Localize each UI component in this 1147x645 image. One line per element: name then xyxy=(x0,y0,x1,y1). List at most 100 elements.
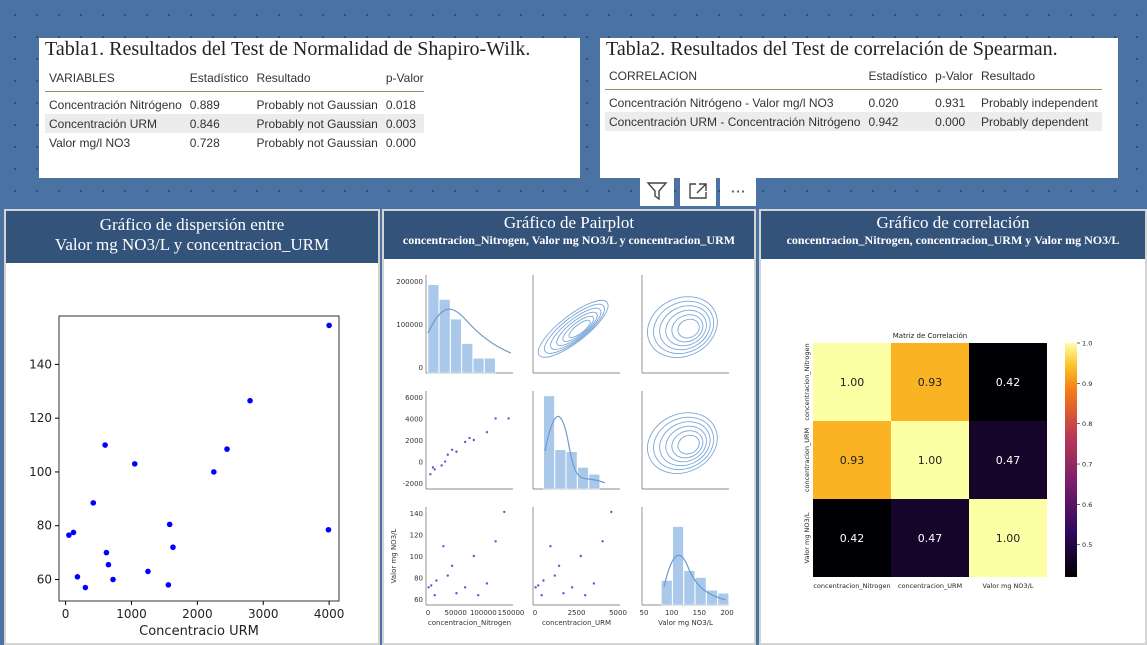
contour-line xyxy=(665,425,707,463)
data-point xyxy=(455,592,458,595)
panel-subtitle: concentracion_Nitrogen, Valor mg NO3/L y… xyxy=(402,233,736,247)
cell: Concentración URM xyxy=(45,114,186,133)
cell: Concentración URM - Concentración Nitróg… xyxy=(605,112,865,131)
colorbar-tick-label: 0.5 xyxy=(1082,541,1092,549)
col-header-resultado[interactable]: Resultado xyxy=(252,65,382,92)
contour-line xyxy=(562,315,595,342)
cell: Probably not Gaussian xyxy=(252,114,382,133)
histogram-bar xyxy=(683,570,695,606)
y-tick-label: 60 xyxy=(37,572,52,586)
x-tick-label: 50 xyxy=(640,609,649,617)
histogram-bar xyxy=(439,299,451,374)
col-header-pvalor[interactable]: p-Valor xyxy=(931,63,977,90)
data-point xyxy=(507,417,510,420)
data-point xyxy=(440,464,443,467)
table2-title: Tabla2. Resultados del Test de correlaci… xyxy=(606,38,1058,60)
colorbar-tick-label: 0.9 xyxy=(1082,380,1092,388)
y-tick-label: Valor mg NO3/L xyxy=(803,512,811,563)
y-axis-label: Valor mg NO3/L xyxy=(390,528,398,583)
correlation-panel-header: Gráfico de correlación concentracion_Nit… xyxy=(761,211,1145,259)
data-point xyxy=(66,532,72,538)
data-point xyxy=(166,521,173,528)
x-tick-label: 5000 xyxy=(609,609,627,617)
plot-frame xyxy=(58,315,340,602)
y-tick-label: 80 xyxy=(414,575,423,583)
data-point xyxy=(70,529,77,536)
col-header-variables[interactable]: VARIABLES xyxy=(45,65,186,92)
col-header-estadistico[interactable]: Estadístico xyxy=(185,65,253,92)
y-tick-label: 6000 xyxy=(405,394,423,402)
pairplot-cell xyxy=(425,507,513,606)
data-point xyxy=(540,594,543,597)
pairplot-cell xyxy=(425,391,513,490)
x-tick-label: 0 xyxy=(533,609,537,617)
y-tick-label: 0 xyxy=(419,459,423,467)
x-tick-label: 2000 xyxy=(182,607,213,621)
data-point xyxy=(131,461,138,467)
heatmap-cell-label: 0.93 xyxy=(840,454,865,467)
heatmap-cell-label: 1.00 xyxy=(996,532,1021,545)
heatmap-title: Matriz de Correlación xyxy=(893,332,967,340)
data-point xyxy=(450,448,454,451)
contour-line xyxy=(556,311,598,346)
col-header-correlacion[interactable]: CORRELACION xyxy=(605,63,865,90)
kde-line xyxy=(544,416,606,484)
x-tick-label: concentracion_Nitrogen xyxy=(813,582,890,590)
y-tick-label: 80 xyxy=(37,519,52,533)
heatmap-cell xyxy=(813,421,891,499)
more-options-button[interactable]: ··· xyxy=(720,176,756,206)
cell: 0.931 xyxy=(935,95,966,110)
y-tick-label: 140 xyxy=(29,357,52,371)
x-tick-label: 4000 xyxy=(314,607,345,621)
data-point xyxy=(325,526,332,533)
cell: 0.000 xyxy=(931,112,977,131)
col-header-estadistico[interactable]: Estadístico xyxy=(864,63,932,90)
contour-line xyxy=(671,430,704,459)
data-point xyxy=(610,510,613,514)
data-point xyxy=(584,594,587,597)
data-point xyxy=(463,586,467,589)
filter-icon xyxy=(646,182,668,201)
filter-button[interactable] xyxy=(640,176,674,206)
data-point xyxy=(592,582,596,585)
data-point xyxy=(446,453,449,456)
kde-line xyxy=(663,554,727,601)
data-point xyxy=(570,586,574,589)
heatmap-cell-label: 0.47 xyxy=(996,454,1021,467)
table-row: Concentración URM 0.846 Probably not Gau… xyxy=(45,114,424,133)
data-point xyxy=(455,450,458,453)
heatmap-cell-label: 0.42 xyxy=(840,532,865,545)
data-point xyxy=(557,564,561,567)
y-tick-label: 100 xyxy=(410,553,423,561)
x-tick-label: 50000 xyxy=(445,609,467,617)
col-header-pvalor[interactable]: p-Valor xyxy=(381,65,424,92)
x-axis-label: concentracion_Nitrogen xyxy=(428,619,511,627)
data-point xyxy=(468,436,471,440)
cell: 0.018 xyxy=(385,97,416,112)
spearman-table-card: Tabla2. Resultados del Test de correlaci… xyxy=(600,38,1118,178)
data-point xyxy=(429,473,432,476)
data-point xyxy=(477,594,480,597)
heatmap-cell xyxy=(813,343,891,421)
panel-title: Gráfico de Pairplot xyxy=(503,213,635,232)
colorbar-tick-label: 0.7 xyxy=(1082,461,1092,469)
pairplot-cell xyxy=(641,275,729,374)
contour-line xyxy=(543,303,605,354)
cell: Probably dependent xyxy=(976,112,1102,131)
panel-subtitle: Valor mg NO3/L y concentracion_URM xyxy=(54,235,330,254)
pairplot-cell xyxy=(532,507,620,606)
heatmap-cell xyxy=(969,343,1047,421)
focus-mode-button[interactable] xyxy=(680,176,716,206)
col-header-resultado[interactable]: Resultado xyxy=(976,63,1102,90)
scatter-panel-header: Gráfico de dispersión entre Valor mg NO3… xyxy=(6,211,378,263)
colorbar-tick-label: 1.0 xyxy=(1082,340,1092,348)
y-tick-label: 60 xyxy=(414,596,423,604)
data-point xyxy=(472,438,476,442)
contour-line xyxy=(671,314,704,343)
x-tick-label: 0 xyxy=(426,609,430,617)
data-point xyxy=(105,561,112,568)
heatmap-cell-label: 0.42 xyxy=(996,376,1021,389)
data-point xyxy=(433,468,436,471)
x-axis-label: concentracion_URM xyxy=(542,619,611,627)
cell: 0.889 xyxy=(189,97,220,112)
